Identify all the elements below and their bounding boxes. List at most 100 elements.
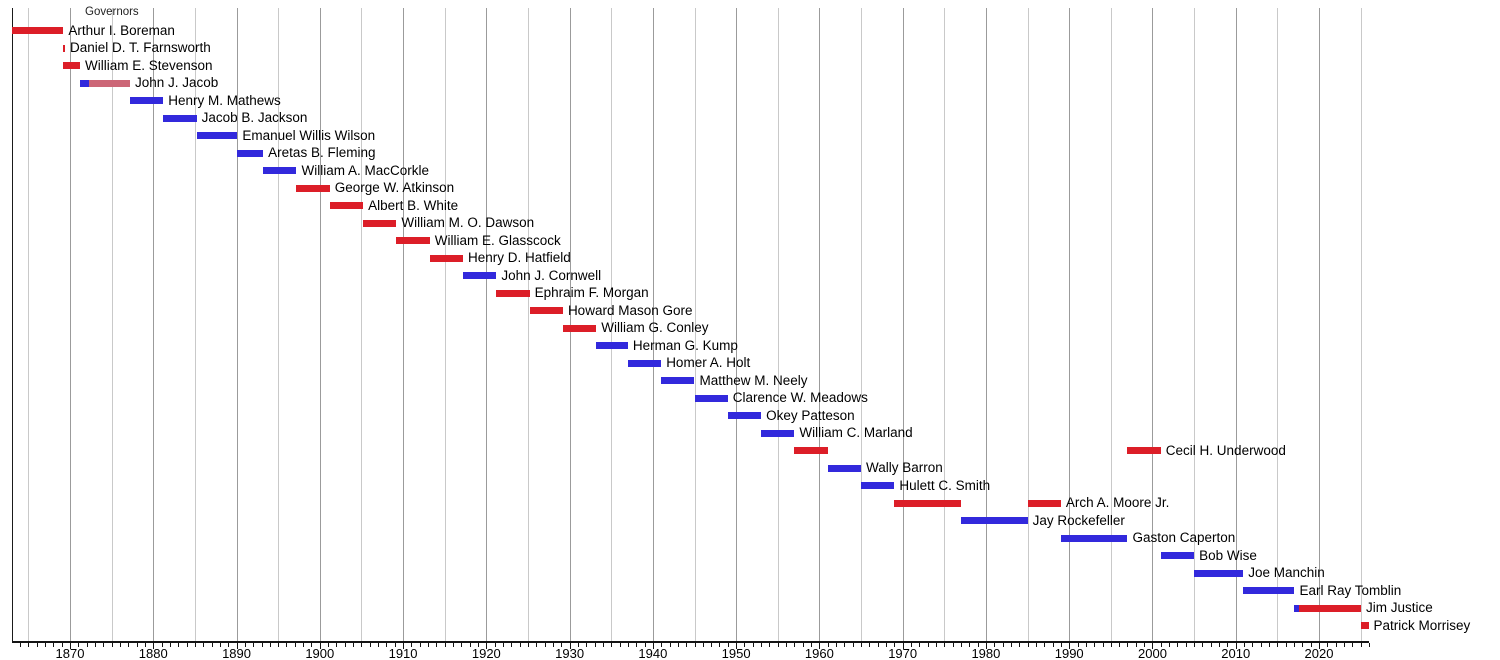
- axis-tick: [552, 643, 554, 647]
- axis-tick: [486, 643, 488, 649]
- term-bar[interactable]: [496, 289, 530, 297]
- term-bar[interactable]: [163, 114, 197, 122]
- term-bar[interactable]: [727, 412, 762, 419]
- governor-label[interactable]: Earl Ray Tomblin: [1299, 582, 1402, 598]
- governor-label[interactable]: Patrick Morrisey: [1373, 617, 1471, 633]
- term-bar[interactable]: [1127, 447, 1161, 454]
- term-bar[interactable]: [396, 237, 430, 244]
- term-bar[interactable]: [62, 44, 65, 52]
- term-bar[interactable]: [1299, 604, 1362, 612]
- axis-tick: [752, 643, 754, 647]
- axis-tick: [236, 643, 238, 649]
- term-bar[interactable]: [463, 272, 497, 279]
- governor-label[interactable]: Aretas B. Fleming: [268, 145, 376, 160]
- term-bar[interactable]: [1243, 587, 1295, 594]
- term-bar[interactable]: [661, 377, 695, 384]
- governor-label[interactable]: William C. Marland: [799, 425, 913, 440]
- term-bar[interactable]: [627, 359, 662, 367]
- axis-tick: [736, 643, 738, 649]
- term-bar[interactable]: [429, 254, 463, 262]
- term-bar[interactable]: [79, 79, 90, 87]
- axis-tick: [1285, 643, 1287, 647]
- term-bar[interactable]: [694, 394, 728, 402]
- gridline: [486, 8, 488, 642]
- governor-label[interactable]: William E. Stevenson: [84, 57, 213, 73]
- axis-tick: [1194, 643, 1196, 647]
- axis-tick: [511, 643, 513, 647]
- term-bar[interactable]: [761, 429, 795, 437]
- governor-label[interactable]: John J. Cornwell: [501, 267, 602, 283]
- term-bar[interactable]: [1027, 499, 1061, 507]
- term-bar[interactable]: [1294, 604, 1300, 612]
- term-bar[interactable]: [562, 324, 597, 332]
- term-bar[interactable]: [89, 79, 130, 87]
- term-bar[interactable]: [1194, 569, 1244, 577]
- axis-tick: [1152, 643, 1154, 649]
- axis-tick: [228, 643, 230, 647]
- governor-label[interactable]: William A. MacCorkle: [301, 162, 430, 178]
- governor-label[interactable]: Daniel D. T. Farnsworth: [70, 40, 211, 55]
- term-bar[interactable]: [827, 464, 862, 472]
- term-bar[interactable]: [329, 202, 364, 209]
- governor-label[interactable]: Emanuel Willis Wilson: [242, 127, 376, 143]
- term-bar[interactable]: [894, 499, 961, 507]
- governor-label[interactable]: Albert B. White: [368, 197, 459, 213]
- governor-label[interactable]: Howard Mason Gore: [567, 302, 693, 318]
- governor-label[interactable]: Gaston Caperton: [1132, 530, 1236, 545]
- term-bar[interactable]: [11, 27, 64, 34]
- axis-tick: [186, 643, 188, 647]
- term-bar[interactable]: [237, 149, 264, 157]
- axis-tick: [1210, 643, 1212, 647]
- term-bar[interactable]: [1060, 534, 1128, 542]
- axis-tick: [20, 643, 22, 647]
- axis-tick: [203, 643, 205, 647]
- governor-label[interactable]: Cecil H. Underwood: [1165, 442, 1286, 458]
- governor-label[interactable]: Arthur I. Boreman: [68, 22, 175, 38]
- governor-label[interactable]: Matthew M. Neely: [699, 372, 808, 388]
- governor-label[interactable]: George W. Atkinson: [334, 180, 455, 195]
- term-bar[interactable]: [596, 342, 628, 349]
- term-bar[interactable]: [960, 517, 1028, 524]
- governor-label[interactable]: Ephraim F. Morgan: [534, 285, 649, 300]
- term-bar[interactable]: [196, 132, 238, 139]
- term-bar[interactable]: [63, 62, 80, 69]
- governor-label[interactable]: Okey Patteson: [766, 407, 855, 423]
- term-bar[interactable]: [263, 167, 297, 174]
- axis-tick: [802, 643, 804, 647]
- gridline: [902, 8, 904, 642]
- axis-tick: [644, 643, 646, 647]
- axis-tick: [253, 643, 255, 647]
- axis-tick: [1244, 643, 1246, 647]
- governor-label[interactable]: Clarence W. Meadows: [732, 390, 868, 405]
- term-bar[interactable]: [529, 307, 563, 314]
- governor-label[interactable]: Jacob B. Jackson: [201, 110, 308, 125]
- governor-label[interactable]: Herman G. Kump: [632, 337, 738, 353]
- term-bar[interactable]: [1160, 552, 1195, 559]
- axis-tick: [1119, 643, 1121, 647]
- governor-label[interactable]: William E. Glasscock: [434, 232, 561, 248]
- governor-label[interactable]: Wally Barron: [866, 460, 943, 475]
- axis-tick-label: 1980: [971, 646, 1001, 660]
- axis-tick: [1169, 643, 1171, 647]
- term-bar[interactable]: [861, 482, 895, 489]
- governor-label[interactable]: Jay Rockefeller: [1032, 512, 1125, 528]
- governor-label[interactable]: Henry D. Hatfield: [468, 250, 571, 265]
- term-bar[interactable]: [129, 97, 164, 104]
- governor-label[interactable]: John J. Jacob: [134, 75, 219, 90]
- governor-label[interactable]: William G. Conley: [601, 320, 709, 335]
- axis-tick: [1027, 643, 1029, 647]
- term-bar[interactable]: [1361, 622, 1369, 629]
- axis-tick: [1060, 643, 1062, 647]
- governor-label[interactable]: Arch A. Moore Jr.: [1065, 495, 1170, 510]
- term-bar[interactable]: [794, 447, 828, 454]
- term-bar[interactable]: [296, 184, 330, 192]
- term-bar[interactable]: [363, 219, 397, 227]
- axis-tick: [886, 643, 888, 647]
- governor-label[interactable]: Homer A. Holt: [666, 355, 751, 370]
- governor-label[interactable]: Jim Justice: [1366, 600, 1433, 615]
- governor-label[interactable]: Henry M. Mathews: [168, 92, 281, 108]
- governor-label[interactable]: William M. O. Dawson: [401, 215, 535, 230]
- governor-label[interactable]: Joe Manchin: [1248, 565, 1325, 580]
- governor-label[interactable]: Bob Wise: [1199, 547, 1257, 563]
- governor-label[interactable]: Hulett C. Smith: [899, 477, 991, 493]
